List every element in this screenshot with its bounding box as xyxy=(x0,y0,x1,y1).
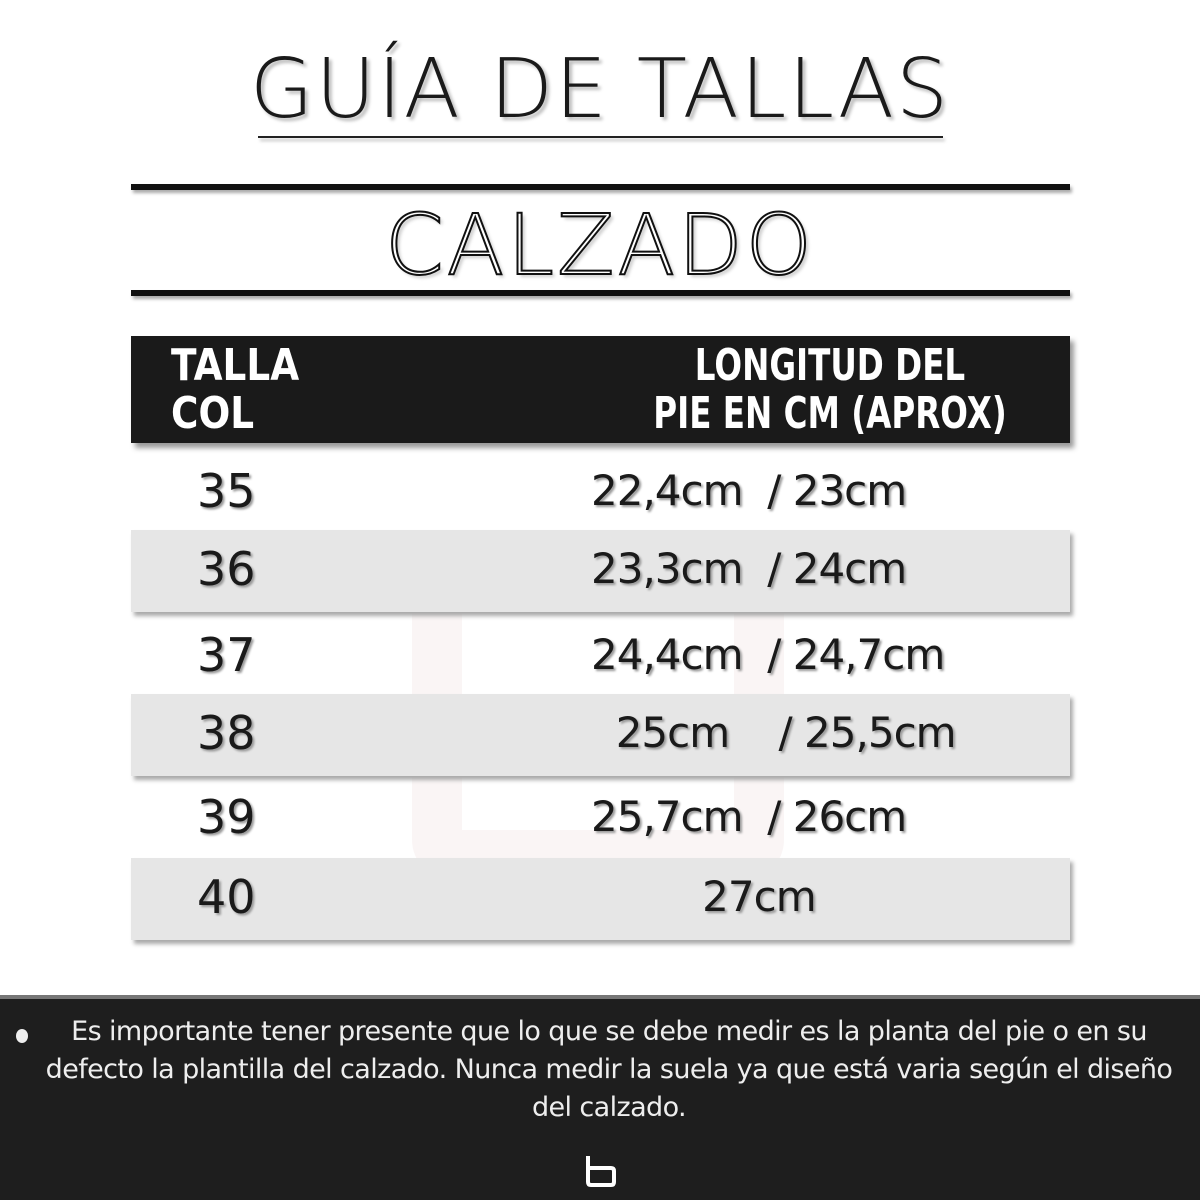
page-title: GUÍA DE TALLAS xyxy=(249,42,951,137)
length-cell: 27cm xyxy=(591,872,816,921)
bullet-icon xyxy=(16,1029,28,1043)
table-row: 35 22,4cm / 23cm xyxy=(131,452,1070,534)
table-row: 38 25cm / 25,5cm xyxy=(131,694,1070,776)
length-cell: 25,7cm / 26cm xyxy=(591,792,907,841)
size-cell: 38 xyxy=(197,706,256,760)
length-cell: 22,4cm / 23cm xyxy=(591,466,907,515)
size-cell: 36 xyxy=(197,542,256,596)
table-row: 36 23,3cm / 24cm xyxy=(131,530,1070,612)
footer-text: Es importante tener presente que lo que … xyxy=(45,1016,1173,1123)
title-underline xyxy=(258,136,943,138)
page-subtitle: CALZADO xyxy=(384,195,815,295)
footer-note: Es importante tener presente que lo que … xyxy=(0,995,1200,1200)
header-length: LONGITUD DEL PIE EN CM (APROX) xyxy=(653,340,1007,439)
brand-logo-icon xyxy=(586,1156,616,1187)
size-cell: 35 xyxy=(197,464,256,518)
size-cell: 39 xyxy=(197,790,256,844)
divider-top xyxy=(131,184,1070,190)
size-cell: 40 xyxy=(197,870,256,924)
header-size: TALLA COL xyxy=(171,340,300,439)
length-cell: 25cm / 25,5cm xyxy=(591,708,957,757)
divider-bottom xyxy=(131,290,1070,296)
length-cell: 24,4cm / 24,7cm xyxy=(591,630,945,679)
table-row: 40 27cm xyxy=(131,858,1070,940)
table-header: TALLA COL LONGITUD DEL PIE EN CM (APROX) xyxy=(131,336,1070,443)
table-row: 39 25,7cm / 26cm xyxy=(131,778,1070,860)
size-cell: 37 xyxy=(197,628,256,682)
table-row: 37 24,4cm / 24,7cm xyxy=(131,616,1070,698)
length-cell: 23,3cm / 24cm xyxy=(591,544,907,593)
